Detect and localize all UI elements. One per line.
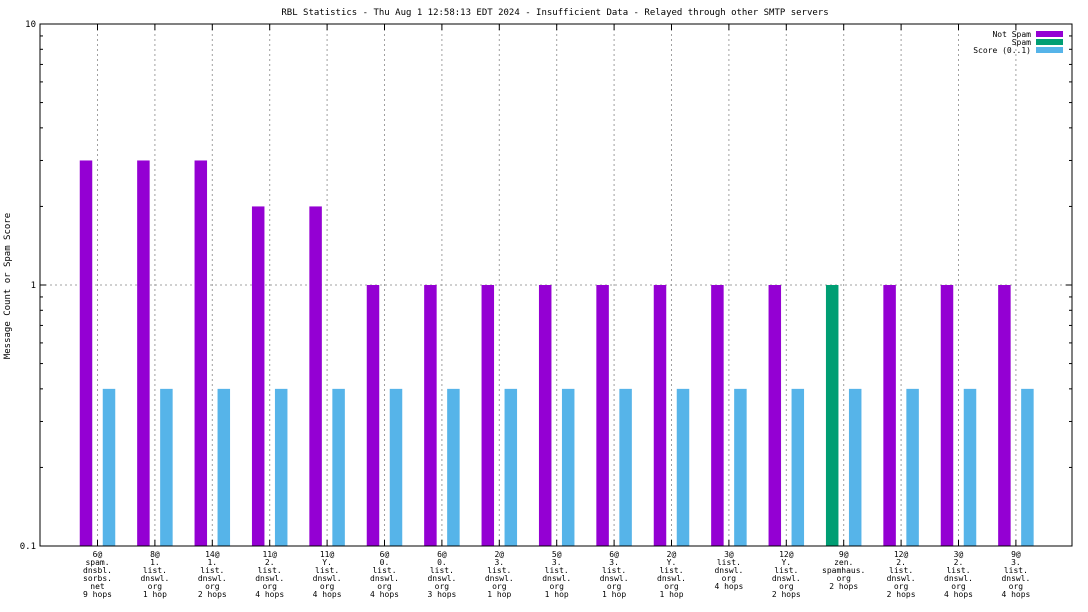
bar-score-0-1 — [963, 388, 977, 546]
bar-not-spam — [481, 285, 495, 546]
x-tick-label: 11@ 2. list. dnswl. org 4 hops — [255, 550, 284, 599]
bar-score-0-1 — [332, 388, 345, 546]
legend-label: Not Spam — [992, 30, 1031, 39]
bar-not-spam — [424, 285, 437, 546]
x-tick-label: 9@ 3. list. dnswl. org 4 hops — [1001, 550, 1030, 599]
bar-not-spam — [194, 160, 208, 546]
bar-score-0-1 — [561, 388, 575, 546]
bar-not-spam — [711, 285, 724, 546]
y-tick-label: 1 — [31, 281, 36, 291]
bar-score-0-1 — [734, 388, 747, 546]
x-tick-label: 6@ 0. list. dnswl. org 3 hops — [427, 550, 456, 599]
y-axis-label: Message Count or Spam Score — [3, 213, 13, 359]
bar-not-spam — [596, 285, 609, 546]
bar-not-spam — [940, 285, 954, 546]
legend-label: Score (0..1) — [973, 46, 1031, 55]
y-axis-ticks: 0.1 1 10 — [20, 20, 1072, 552]
bar-spam — [825, 285, 839, 546]
x-tick-label: 2@ 3. list. dnswl. org 1 hop — [485, 550, 514, 599]
x-tick-label: 8@ 1. list. dnswl. org 1 hop — [140, 550, 169, 599]
x-tick-label: 14@ 1. list. dnswl. org 2 hops — [198, 550, 227, 599]
bar-score-0-1 — [791, 388, 805, 546]
bar-not-spam — [251, 206, 265, 547]
x-tick-label: 5@ 3. list. dnswl. org 1 hop — [542, 550, 571, 599]
bar-not-spam — [653, 285, 667, 546]
bar-score-0-1 — [389, 388, 403, 546]
legend-swatch — [1036, 39, 1063, 45]
x-tick-label: 3@ 2. list. dnswl. org 4 hops — [944, 550, 973, 599]
bar-score-0-1 — [447, 388, 460, 546]
bar-not-spam — [538, 285, 552, 546]
bar-not-spam — [883, 285, 896, 546]
x-tick-label: 9@ zen. spamhaus. org 2 hops — [822, 550, 865, 591]
bar-score-0-1 — [619, 388, 632, 546]
bar-not-spam — [309, 206, 322, 547]
x-tick-label: 6@ 0. list. dnswl. org 4 hops — [370, 550, 399, 599]
bar-score-0-1 — [160, 388, 173, 546]
x-tick-label: 12@ 2. list. dnswl. org 2 hops — [887, 550, 916, 599]
x-axis-tick-labels: 6@ spam. dnsbl. sorbs. net 9 hops 8@ 1. list. dns… — [83, 24, 1031, 599]
x-tick-label: 6@ 3. list. dnswl. org 1 hop — [600, 550, 629, 599]
x-tick-label: 3@ list. dnswl. org 4 hops — [714, 550, 743, 591]
x-tick-label: 12@ Y. list. dnswl. org 2 hops — [772, 550, 801, 599]
y-tick-label: 0.1 — [20, 542, 36, 552]
y-tick-label: 10 — [25, 20, 36, 30]
bar-not-spam — [768, 285, 782, 546]
bar-score-0-1 — [906, 388, 919, 546]
grid-lines — [40, 24, 1072, 546]
bar-not-spam — [366, 285, 380, 546]
x-tick-label: 6@ spam. dnsbl. sorbs. net 9 hops — [83, 550, 112, 599]
bar-score-0-1 — [217, 388, 231, 546]
bar-score-0-1 — [848, 388, 862, 546]
legend-swatch — [1036, 31, 1063, 37]
bar-score-0-1 — [102, 388, 116, 546]
bars — [79, 160, 1034, 547]
x-tick-label: 2@ Y. list. dnswl. org 1 hop — [657, 550, 686, 599]
bar-not-spam — [998, 285, 1011, 546]
legend-swatch — [1036, 47, 1063, 53]
bar-score-0-1 — [1021, 388, 1034, 546]
bar-score-0-1 — [274, 388, 288, 546]
x-tick-label: 11@ Y. list. dnswl. org 4 hops — [313, 550, 342, 599]
bar-score-0-1 — [676, 388, 690, 546]
legend-label: Spam — [1012, 38, 1031, 47]
chart-title: RBL Statistics - Thu Aug 1 12:58:13 EDT … — [281, 8, 828, 18]
bar-not-spam — [79, 160, 93, 546]
bar-not-spam — [137, 160, 150, 546]
bar-score-0-1 — [504, 388, 518, 546]
